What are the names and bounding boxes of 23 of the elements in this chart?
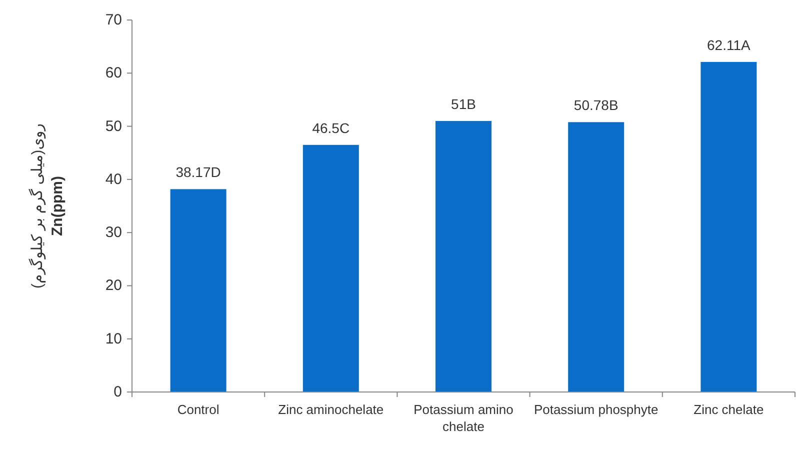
- bar: [436, 120, 492, 392]
- bar: [302, 144, 359, 392]
- bar: [170, 189, 226, 392]
- y-tick-label: 50: [105, 118, 122, 135]
- data-label: 62.11A: [707, 36, 752, 53]
- bar: [568, 122, 624, 392]
- data-label: 50.78B: [574, 97, 618, 114]
- data-label: 38.17D: [176, 164, 221, 180]
- x-tick-label: Zinc aminochelate: [278, 402, 384, 417]
- y-tick-label: 0: [114, 384, 122, 400]
- y-tick-label: 20: [105, 277, 122, 294]
- bar: [700, 62, 757, 392]
- y-tick-label: 10: [105, 330, 122, 348]
- y-tick-label: 30: [105, 224, 122, 242]
- data-label: 51B: [451, 96, 476, 112]
- y-tick-label: 60: [105, 64, 122, 82]
- data-label: 46.5C: [312, 120, 350, 136]
- x-tick-label: Potassium amino chelate: [414, 402, 514, 434]
- x-tick-label: Control: [177, 402, 220, 417]
- x-tick-label: Potassium phosphyte: [534, 402, 658, 417]
- y-tick-label: 70: [105, 12, 122, 28]
- y-tick-label: 40: [105, 170, 122, 188]
- x-tick-label: Zinc chelate: [694, 402, 764, 417]
